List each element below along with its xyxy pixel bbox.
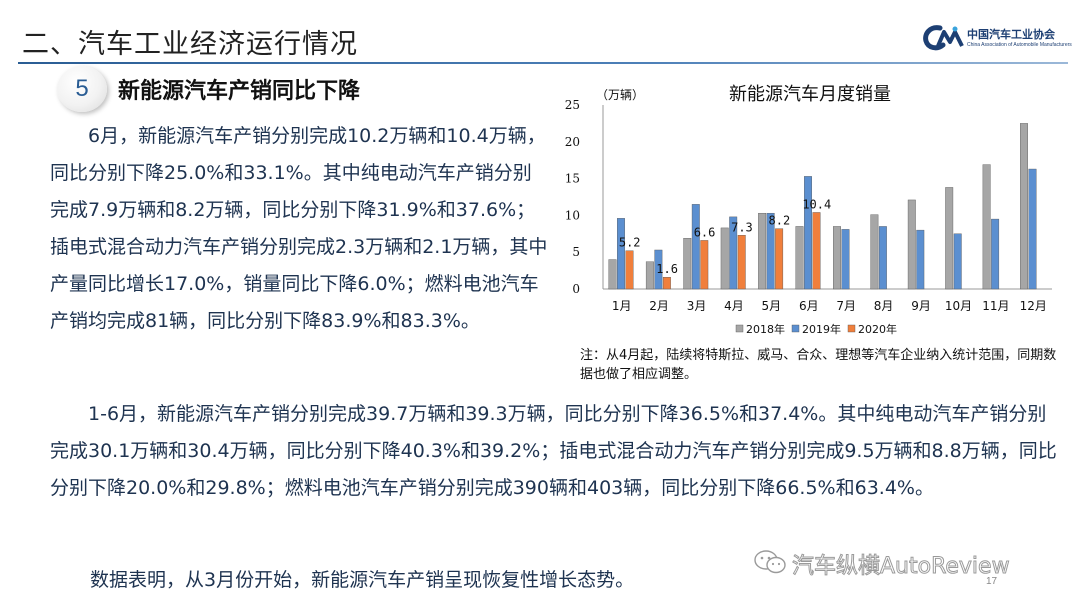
- section-number-badge: 5: [57, 66, 107, 112]
- chart-bar: [907, 199, 916, 290]
- chart-bar: [870, 214, 879, 290]
- chart-title: 新能源汽车月度销量: [729, 84, 891, 105]
- chart-y-tick-label: 10: [565, 208, 580, 222]
- chart-x-tick-label: 4月: [724, 299, 744, 313]
- page-number: 17: [986, 576, 998, 587]
- chart-data-label: 6.6: [694, 225, 716, 239]
- chart-bar: [982, 164, 991, 290]
- chart-x-tick-label: 6月: [799, 299, 819, 313]
- chart-footnote: 注：从4月起，陆续将特斯拉、威马、合众、理想等汽车企业纳入统计范围，同期数据也做…: [580, 348, 1057, 382]
- chart-bar: [691, 204, 700, 290]
- paragraph-conclusion: 数据表明，从3月份开始，新能源汽车产销呈现恢复性增长态势。: [90, 569, 635, 591]
- chart-bar: [654, 249, 663, 290]
- chart-bar: [945, 187, 954, 290]
- chart-bar: [878, 226, 887, 290]
- header-divider: [18, 62, 1068, 64]
- chart-bar: [700, 240, 709, 290]
- chart-x-tick-label: 10月: [945, 299, 972, 313]
- chart-x-tick-label: 1月: [612, 299, 632, 313]
- chart-y-tick-label: 5: [572, 245, 580, 259]
- chart-bar: [720, 227, 729, 290]
- chart-legend-swatch: [791, 324, 800, 333]
- chart-bar: [1028, 168, 1037, 290]
- monthly-sales-chart: 新能源汽车月度销量 （万辆） 0 5 10 15 20 25 1月 2月 3月 4月 5月 6月 7月 8月 9…: [560, 78, 1060, 343]
- chart-bar: [758, 212, 767, 290]
- chart-bar: [812, 212, 821, 290]
- chart-bar: [608, 259, 617, 290]
- chart-bar: [729, 216, 738, 290]
- chart-x-tick-label: 5月: [762, 299, 782, 313]
- chart-bar: [916, 229, 925, 290]
- chart-bar: [991, 218, 1000, 290]
- chart-bar: [625, 250, 634, 290]
- chart-legend-label: 2018年: [746, 322, 785, 336]
- chart-data-label: 5.2: [619, 236, 641, 250]
- chart-legend-swatch: [847, 324, 856, 333]
- paragraph-june: 6月，新能源汽车产销分别完成10.2万辆和10.4万辆，同比分别下降25.0%和…: [50, 125, 548, 332]
- chart-bar: [841, 229, 850, 290]
- wechat-watermark: 汽车纵横AutoReview: [752, 548, 1072, 580]
- chart-bar: [804, 176, 812, 290]
- chart-bar: [795, 226, 804, 290]
- chart-data-label: 1.6: [656, 262, 678, 276]
- chart-x-tick-label: 7月: [836, 299, 856, 313]
- chart-y-tick-label: 0: [572, 282, 580, 296]
- chart-legend-label: 2019年: [802, 322, 841, 336]
- chart-x-tick-label: 3月: [687, 299, 707, 313]
- chart-bar: [953, 233, 962, 290]
- chart-y-tick-label: 25: [565, 98, 580, 112]
- chart-bar: [775, 228, 784, 290]
- chart-bar: [1020, 123, 1028, 290]
- watermark-text: 汽车纵横AutoReview: [792, 554, 1011, 580]
- logo-text-en: China Association of Automobile Manufact…: [967, 42, 1072, 48]
- page-header-title: 二、汽车工业经济运行情况: [22, 29, 358, 60]
- logo-text-cn: 中国汽车工业协会: [967, 28, 1055, 41]
- chart-x-tick-label: 9月: [911, 299, 931, 313]
- chart-y-tick-label: 15: [565, 172, 580, 186]
- chart-legend-label: 2020年: [858, 322, 897, 336]
- chart-data-label: 7.3: [731, 220, 753, 234]
- chart-bar: [737, 235, 746, 290]
- wechat-icon: [754, 550, 786, 574]
- chart-data-label: 10.4: [802, 197, 831, 211]
- chart-x-tick-label: 12月: [1020, 299, 1047, 313]
- chart-bar: [833, 226, 841, 290]
- paragraph-h1: 1-6月，新能源汽车产销分别完成39.7万辆和39.3万辆，同比分别下降36.5…: [50, 403, 1057, 499]
- chart-data-label: 8.2: [769, 214, 791, 228]
- chart-x-tick-label: 11月: [982, 299, 1009, 313]
- caam-logo-icon: [923, 25, 964, 51]
- chart-x-tick-label: 2月: [649, 299, 669, 313]
- chart-bar: [683, 238, 692, 290]
- chart-bar: [617, 218, 625, 290]
- section-title: 新能源汽车产销同比下降: [118, 79, 361, 104]
- chart-y-tick-label: 20: [565, 135, 580, 149]
- chart-bar: [766, 212, 775, 290]
- monthly-sales-chart-svg: 新能源汽车月度销量 （万辆） 0 5 10 15 20 25 1月 2月 3月 4月 5月 6月 7月 8月 9…: [565, 84, 1052, 336]
- chart-y-label: （万辆）: [596, 88, 644, 102]
- chart-x-tick-label: 8月: [874, 299, 894, 313]
- chart-legend-swatch: [735, 324, 744, 333]
- chart-bar: [662, 277, 671, 290]
- chart-bar: [645, 261, 654, 290]
- caam-logo: 中国汽车工业协会 China Association of Automobile…: [922, 24, 1072, 54]
